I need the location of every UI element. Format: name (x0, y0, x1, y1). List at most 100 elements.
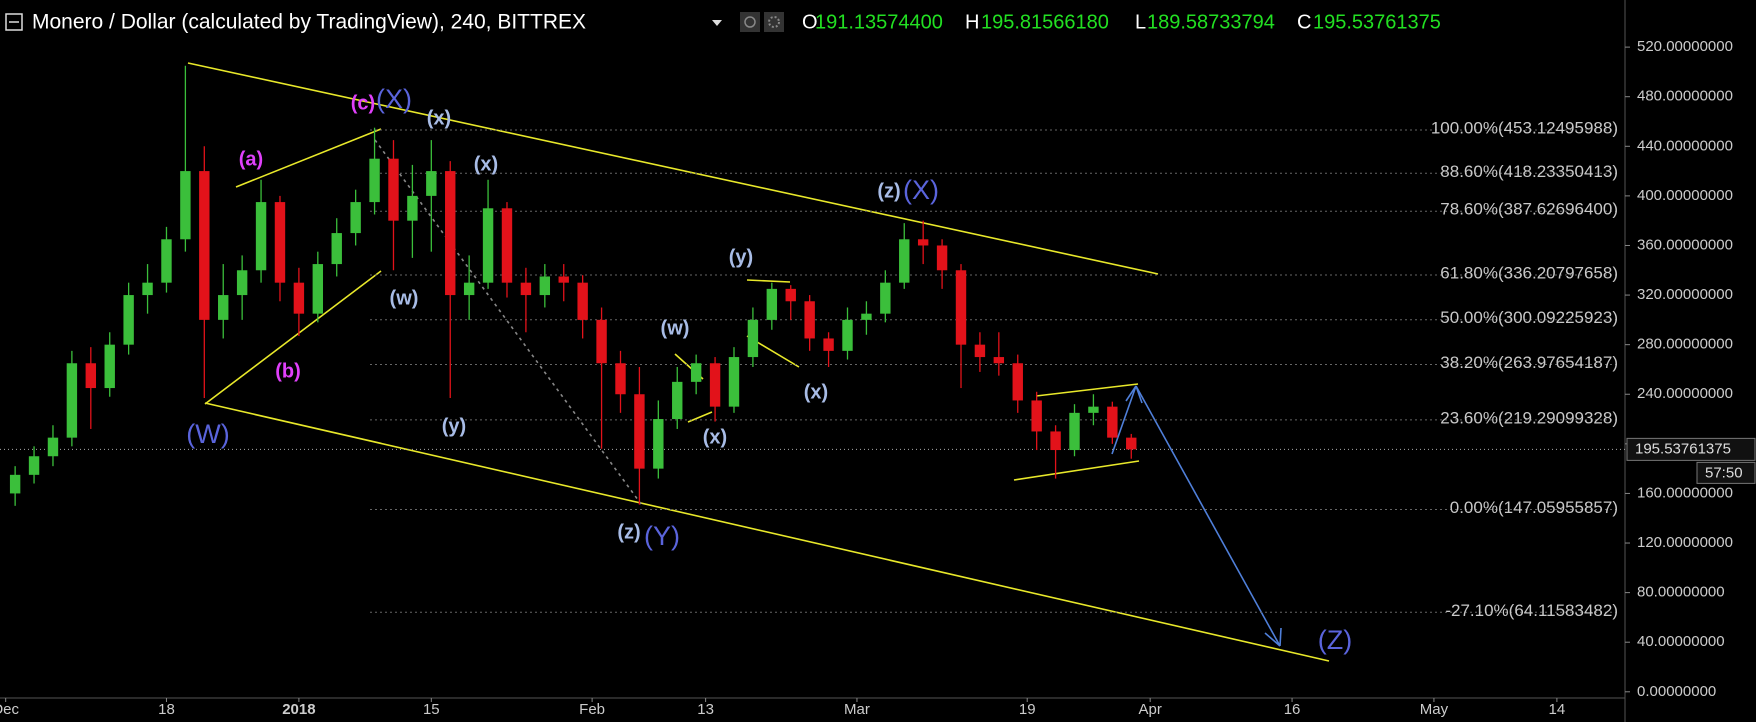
candle-body (180, 171, 191, 240)
candle-body (899, 239, 910, 283)
countdown-box (1696, 461, 1756, 484)
wave-label: (a) (239, 148, 263, 170)
y-tick-label: 520.00000000 (1637, 38, 1733, 55)
dropdown-arrow[interactable] (712, 20, 722, 26)
candle-body (1031, 400, 1042, 432)
y-tick-label: 480.00000000 (1637, 88, 1733, 105)
candle-body (634, 394, 645, 469)
candle-body (861, 313, 872, 320)
candle-body (218, 295, 229, 320)
trend-line (1264, 632, 1281, 647)
wave-label: (Y) (644, 521, 680, 551)
candle-body (142, 282, 153, 296)
wave-label: (W) (186, 419, 229, 449)
candle-body (577, 282, 588, 320)
wave-label: (x) (427, 107, 451, 129)
trend-line (1279, 627, 1282, 647)
x-tick-label: Apr (1139, 701, 1162, 718)
x-tick-label: 15 (423, 701, 440, 718)
candle-body (709, 363, 721, 407)
x-tick-label: Feb (579, 701, 605, 718)
chart-title: Monero / Dollar (calculated by TradingVi… (32, 11, 586, 34)
fib-level-label: 0.00%(147.05955857) (1450, 498, 1618, 517)
trend-line (187, 62, 1159, 275)
candle-body (66, 363, 78, 438)
wave-label: (y) (442, 415, 466, 437)
candle-body (123, 295, 134, 345)
x-tick-label: Mar (844, 701, 870, 718)
candle-body (785, 288, 796, 302)
wave-label: (b) (275, 360, 301, 382)
header: Monero / Dollar (calculated by TradingVi… (5, 11, 784, 34)
candle-body (463, 282, 475, 296)
wave-label: (X) (903, 175, 939, 205)
candle-body (936, 245, 948, 271)
trend-line (235, 128, 382, 188)
ohlc-value: 195.53761375 (1313, 11, 1441, 33)
countdown-label: 57:50 (1705, 464, 1743, 481)
fib-level-label: 100.00%(453.12495988) (1431, 119, 1618, 138)
settings-icon[interactable] (764, 12, 784, 32)
candle-body (161, 239, 172, 283)
candle-body (520, 282, 532, 296)
candle-body (426, 171, 437, 196)
trend-line (1135, 385, 1143, 404)
fib-level-label: 50.00%(300.09225923) (1440, 308, 1618, 327)
settings-glyph (768, 16, 780, 28)
candle-body (236, 270, 248, 296)
candle-body (104, 344, 115, 389)
wave-label: (x) (804, 381, 828, 403)
candle-body (388, 158, 399, 221)
collapse-icon[interactable] (5, 13, 23, 31)
candle-body (728, 357, 740, 407)
wave-label: (z) (617, 521, 640, 543)
x-tick-label: 16 (1284, 701, 1301, 718)
y-tick-label: 280.00000000 (1637, 336, 1733, 353)
candle-body (350, 202, 361, 234)
wave-label: (y) (729, 246, 753, 268)
last-price-label: 195.53761375 (1635, 440, 1731, 457)
wave-label: (z) (877, 180, 900, 202)
wave-label: (Z) (1318, 625, 1352, 655)
y-tick-label: 40.00000000 (1637, 633, 1725, 650)
y-tick-label: 160.00000000 (1637, 484, 1733, 501)
wave-label: (X) (376, 84, 412, 114)
candle-body (1012, 363, 1023, 401)
candle-body (653, 419, 664, 469)
x-tick-label: 19 (1019, 701, 1036, 718)
candle-body (47, 437, 59, 457)
y-tick-label: 440.00000000 (1637, 137, 1733, 154)
candle-body (747, 319, 759, 358)
candle-body (804, 301, 815, 339)
y-tick-label: 120.00000000 (1637, 534, 1733, 551)
candle-body (615, 363, 626, 395)
candle-body (690, 363, 702, 382)
ohlc-key: C (1297, 11, 1311, 33)
candle-body (539, 276, 551, 296)
x-tick-label: 18 (158, 701, 175, 718)
candle-body (558, 276, 569, 283)
candle-body (369, 158, 380, 203)
trend-line (204, 270, 382, 405)
candle-body (974, 344, 986, 358)
candle-body (842, 319, 853, 351)
y-tick-label: 0.00000000 (1637, 683, 1716, 700)
candle-body (1107, 406, 1118, 438)
x-tick-label: Dec (0, 701, 20, 718)
candle-body (917, 239, 929, 246)
candle-body (255, 202, 267, 271)
last-price-box (1626, 437, 1756, 461)
visibility-icon[interactable] (740, 12, 760, 32)
fib-level-label: 61.80%(336.20797658) (1440, 263, 1618, 282)
candle-body (672, 381, 683, 420)
y-tick-label: 320.00000000 (1637, 286, 1733, 303)
ohlc-key: H (965, 11, 979, 33)
x-tick-label: 2018 (282, 701, 315, 718)
y-tick-label: 400.00000000 (1637, 187, 1733, 204)
fib-level-label: 88.60%(418.23350413) (1440, 162, 1618, 181)
candle-body (955, 270, 967, 345)
trend-line (1135, 385, 1281, 647)
